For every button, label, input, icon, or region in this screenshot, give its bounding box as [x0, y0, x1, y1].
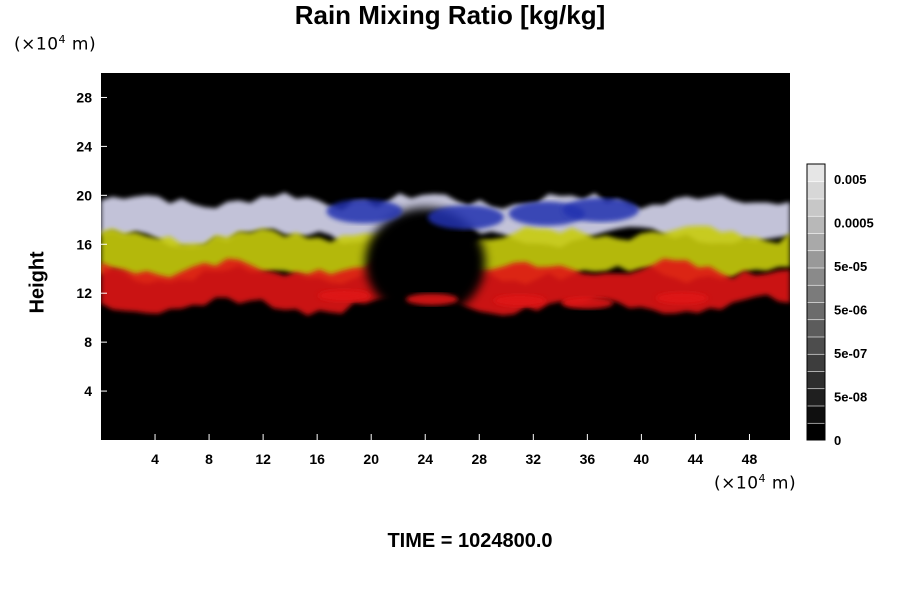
y-tick-label: 4: [84, 383, 92, 399]
blue-patch: [326, 199, 403, 224]
x-tick-label: 24: [417, 451, 433, 467]
colorbar-level: [806, 370, 826, 390]
y-unit-label: (×104 m): [14, 33, 97, 55]
colorbar-level: [806, 405, 826, 424]
x-tick-label: 32: [526, 451, 542, 467]
gap-region: [365, 207, 486, 318]
colorbar-level: [806, 163, 826, 183]
time-label: TIME = 1024800.0: [387, 530, 553, 552]
rain-field: [101, 192, 790, 318]
y-tick-label: 8: [84, 334, 92, 350]
colorbar-label: 5e-08: [834, 390, 867, 405]
y-tick-label: 12: [76, 285, 92, 301]
colorbar-label: 5e-05: [834, 259, 867, 274]
colorbar-level: [806, 232, 826, 252]
colorbar-level: [806, 249, 826, 269]
y-axis: 4 8 12 16 20 24 28: [76, 89, 107, 399]
x-tick-label: 28: [471, 451, 487, 467]
x-tick-label: 40: [634, 451, 650, 467]
x-tick-label: 36: [580, 451, 596, 467]
red-patch: [655, 292, 708, 305]
colorbar-level: [806, 353, 826, 372]
colorbar-level: [806, 267, 826, 286]
x-tick-label: 4: [151, 451, 159, 467]
colorbar: 0.005 0.0005 5e-05 5e-06 5e-07 5e-08 0: [806, 163, 874, 448]
colorbar-label: 0.0005: [834, 216, 874, 231]
colorbar-label: 5e-07: [834, 346, 867, 361]
y-tick-label: 20: [76, 187, 92, 203]
x-axis: 4 8 12 16 20 24 28 32 36 40 44 48: [151, 434, 757, 467]
colorbar-level: [806, 301, 826, 321]
colorbar-level: [806, 336, 826, 355]
red-patch: [493, 294, 546, 307]
colorbar-level: [806, 284, 826, 303]
colorbar-label: 5e-06: [834, 303, 867, 318]
x-unit-label: (×104 m): [714, 472, 797, 494]
colorbar-level: [806, 422, 826, 441]
colorbar-frame: [806, 163, 826, 441]
x-tick-label: 12: [255, 451, 271, 467]
x-tick-label: 8: [205, 451, 213, 467]
red-patch: [561, 296, 614, 309]
x-tick-label: 16: [309, 451, 325, 467]
x-tick-label: 44: [688, 451, 704, 467]
red-patch: [318, 289, 371, 302]
blue-patch: [427, 205, 504, 230]
y-tick-label: 16: [76, 236, 92, 252]
y-tick-label: 24: [76, 138, 92, 154]
y-tick-label: 28: [76, 89, 92, 105]
colorbar-level: [806, 318, 826, 338]
chart-title: Rain Mixing Ratio [kg/kg]: [294, 0, 606, 30]
x-tick-label: 20: [363, 451, 379, 467]
x-tick-label: 48: [742, 451, 758, 467]
colorbar-level: [806, 387, 826, 407]
colorbar-level: [806, 198, 826, 217]
colorbar-level: [806, 215, 826, 234]
red-patch: [405, 293, 458, 306]
colorbar-level: [806, 180, 826, 200]
blue-patch: [562, 198, 639, 223]
colorbar-label: 0.005: [834, 172, 867, 187]
colorbar-label: 0: [834, 433, 841, 448]
